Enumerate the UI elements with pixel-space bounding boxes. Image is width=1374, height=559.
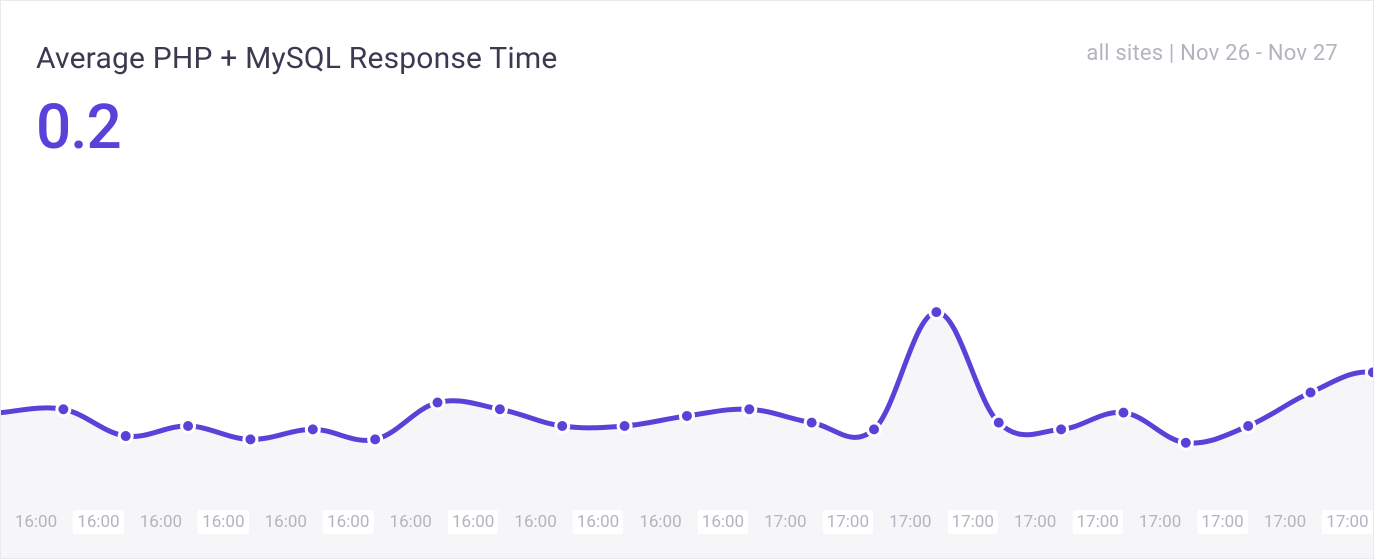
card-title: Average PHP + MySQL Response Time	[36, 41, 557, 76]
chart-marker	[244, 433, 257, 446]
chart-marker	[1117, 406, 1130, 419]
chart-marker	[930, 306, 943, 319]
chart-marker	[805, 416, 818, 429]
chart-marker	[1055, 423, 1068, 436]
metric-card: Average PHP + MySQL Response Time all si…	[0, 0, 1374, 559]
chart-marker	[431, 396, 444, 409]
chart-marker	[556, 420, 569, 433]
chart-marker	[182, 420, 195, 433]
chart-marker	[306, 423, 319, 436]
chart-marker	[992, 416, 1005, 429]
chart-marker	[1179, 436, 1192, 449]
chart-marker	[119, 430, 132, 443]
chart-container: 16:0016:0016:0016:0016:0016:0016:0016:00…	[1, 158, 1373, 558]
metric-value: 0.2	[36, 91, 121, 164]
chart-marker	[369, 433, 382, 446]
chart-marker	[868, 423, 881, 436]
chart-marker	[680, 409, 693, 422]
chart-marker	[743, 403, 756, 416]
chart-marker	[493, 403, 506, 416]
card-header: Average PHP + MySQL Response Time all si…	[36, 41, 1338, 76]
chart-marker	[1304, 386, 1317, 399]
line-chart	[1, 158, 1373, 558]
card-context: all sites | Nov 26 - Nov 27	[1086, 41, 1338, 66]
chart-marker	[1366, 366, 1373, 379]
chart-marker	[618, 420, 631, 433]
chart-marker	[57, 403, 70, 416]
chart-marker	[1242, 420, 1255, 433]
